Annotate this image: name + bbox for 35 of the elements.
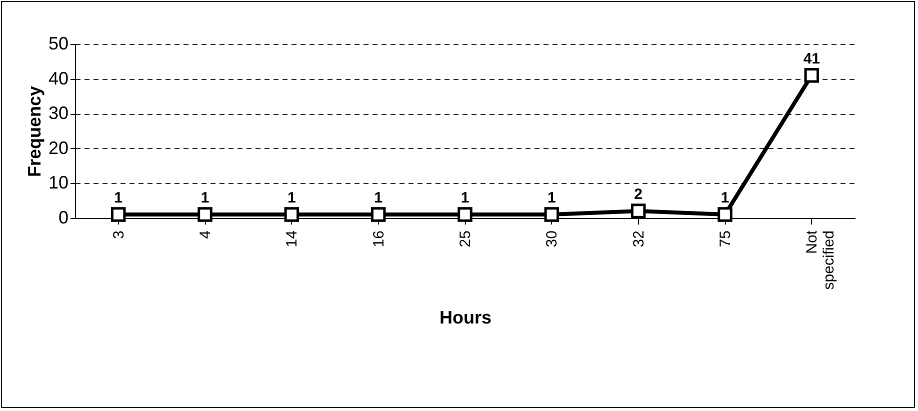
y-tick-label: 30 [48, 103, 68, 124]
y-tick-label: 50 [48, 34, 68, 54]
point [110, 207, 126, 222]
data-label: 2 [634, 186, 643, 204]
data-label: 1 [460, 190, 470, 207]
data-label: 41 [803, 50, 820, 68]
point [198, 207, 212, 222]
x-tick-label: Not specified [804, 230, 838, 290]
y-tick-label: 10 [48, 172, 68, 193]
x-axis-title: Hours [439, 308, 492, 328]
y-tick-label: 0 [58, 208, 68, 228]
data-label: 1 [114, 190, 123, 207]
point [630, 204, 646, 218]
data-label: 1 [547, 190, 556, 207]
point [718, 207, 732, 222]
x-tick-label: 3 [110, 230, 128, 239]
x-tick-label: 14 [284, 230, 301, 248]
data-label: 1 [720, 190, 730, 207]
point [370, 207, 386, 222]
x-tick-label: 30 [544, 230, 561, 248]
data-label: 1 [374, 190, 383, 207]
x-tick-label: 16 [370, 230, 388, 248]
point [458, 207, 472, 222]
data-label: 1 [287, 190, 296, 207]
point [544, 207, 560, 222]
x-tick-label: 75 [717, 230, 734, 248]
y-tick-label: 40 [48, 68, 68, 88]
y-tick-label: 20 [48, 138, 68, 158]
x-tick-label: 32 [630, 230, 648, 248]
point [804, 68, 820, 83]
point [284, 207, 300, 222]
y-axis-title: Frequency [24, 86, 44, 178]
data-label: 1 [200, 190, 210, 207]
x-tick-label: 4 [197, 230, 214, 239]
x-tick-label: 25 [457, 230, 474, 248]
